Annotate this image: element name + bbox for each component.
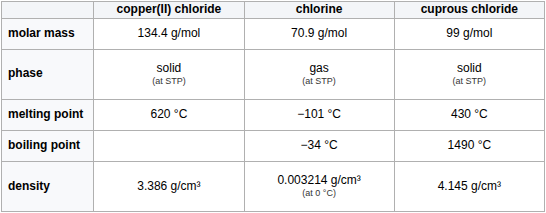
cell-text: 3.386 g/cm³ (137, 179, 200, 193)
corner-cell (2, 2, 94, 19)
cell-text: 430 °C (451, 107, 488, 121)
table-cell: 1490 °C (394, 130, 544, 161)
column-header: chlorine (244, 2, 394, 19)
cell-text: 134.4 g/mol (138, 26, 201, 40)
header-row: copper(II) chloridechlorinecuprous chlor… (2, 2, 545, 19)
table-body: molar mass 134.4 g/mol 70.9 g/mol 99 g/mol p… (2, 18, 545, 211)
table-row: melting point 620 °C −101 °C 430 °C (2, 99, 545, 130)
table-cell: solid(at STP) (94, 49, 244, 99)
row-label: molar mass (2, 18, 94, 49)
cell-note: (at STP) (401, 76, 538, 86)
cell-text: −34 °C (301, 138, 338, 152)
table-cell: 4.145 g/cm³ (394, 161, 544, 211)
table-cell: 134.4 g/mol (94, 18, 244, 49)
table-row: molar mass 134.4 g/mol 70.9 g/mol 99 g/mol (2, 18, 545, 49)
table-cell: −34 °C (244, 130, 394, 161)
cell-note: (at STP) (100, 76, 237, 86)
table-cell: 0.003214 g/cm³(at 0 °C) (244, 161, 394, 211)
table-cell: 3.386 g/cm³ (94, 161, 244, 211)
table-cell: −101 °C (244, 99, 394, 130)
table-cell: gas(at STP) (244, 49, 394, 99)
cell-text: 4.145 g/cm³ (438, 179, 501, 193)
column-header: cuprous chloride (394, 2, 544, 19)
table-cell (94, 130, 244, 161)
cell-text: 1490 °C (448, 138, 492, 152)
cell-text: gas (309, 61, 328, 75)
column-header: copper(II) chloride (94, 2, 244, 19)
table-row: density 3.386 g/cm³ 0.003214 g/cm³(at 0 °C… (2, 161, 545, 211)
cell-text: −101 °C (297, 107, 341, 121)
row-label: density (2, 161, 94, 211)
table-head: copper(II) chloridechlorinecuprous chlor… (2, 2, 545, 19)
cell-text: 70.9 g/mol (291, 26, 347, 40)
cell-text: 99 g/mol (446, 26, 492, 40)
cell-text: solid (457, 61, 482, 75)
table-cell: 620 °C (94, 99, 244, 130)
table-root: copper(II) chloridechlorinecuprous chlor… (0, 1, 546, 212)
data-table: copper(II) chloridechlorinecuprous chlor… (1, 1, 545, 212)
cell-text: 620 °C (150, 107, 187, 121)
cell-note: (at 0 °C) (251, 188, 388, 198)
row-label: melting point (2, 99, 94, 130)
table-row: boiling point −34 °C 1490 °C (2, 130, 545, 161)
table-cell: 70.9 g/mol (244, 18, 394, 49)
table-cell: 430 °C (394, 99, 544, 130)
table-cell: 99 g/mol (394, 18, 544, 49)
cell-text: 0.003214 g/cm³ (277, 173, 360, 187)
row-label: boiling point (2, 130, 94, 161)
row-label: phase (2, 49, 94, 99)
table-row: phasesolid(at STP)gas(at STP)solid(at ST… (2, 49, 545, 99)
cell-text: solid (157, 61, 182, 75)
table-cell: solid(at STP) (394, 49, 544, 99)
cell-note: (at STP) (251, 76, 388, 86)
